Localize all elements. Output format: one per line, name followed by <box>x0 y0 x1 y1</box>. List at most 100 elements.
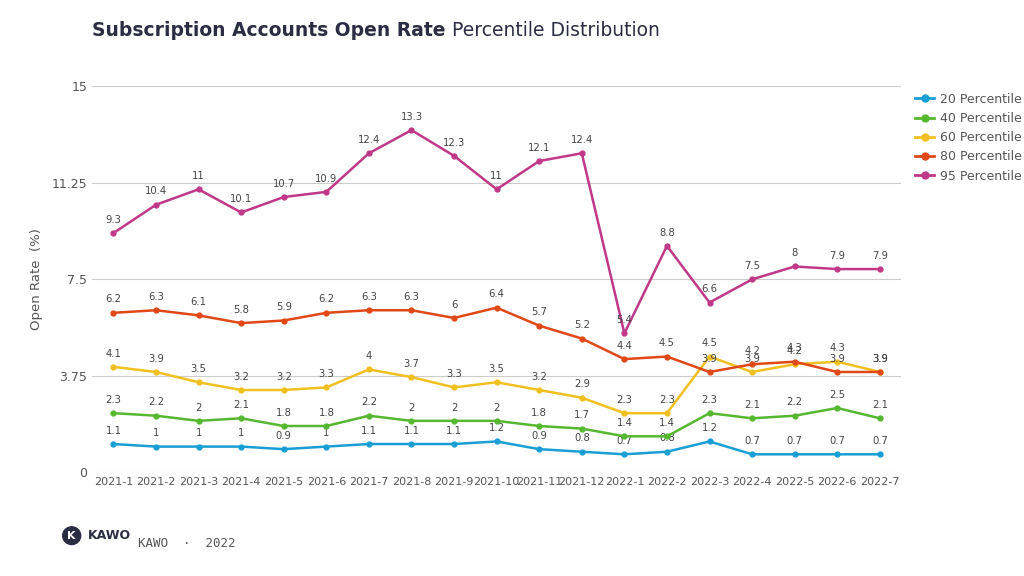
Text: 2.9: 2.9 <box>573 380 590 389</box>
Text: 12.1: 12.1 <box>528 143 551 153</box>
Text: 2.3: 2.3 <box>616 395 632 405</box>
Text: 6.2: 6.2 <box>105 294 122 305</box>
Text: 12.4: 12.4 <box>570 135 593 145</box>
Text: 3.9: 3.9 <box>871 354 888 363</box>
Text: 6: 6 <box>451 300 458 310</box>
Text: KAWO  ·  2022: KAWO · 2022 <box>138 537 236 550</box>
Text: Subscription Accounts Open Rate: Subscription Accounts Open Rate <box>92 21 445 40</box>
Text: 2.2: 2.2 <box>360 397 377 407</box>
Text: 0.7: 0.7 <box>744 436 760 446</box>
Text: 1.7: 1.7 <box>573 410 590 420</box>
Text: 0.7: 0.7 <box>786 436 803 446</box>
Text: K: K <box>68 530 76 541</box>
Text: 0.7: 0.7 <box>871 436 888 446</box>
Text: 9.3: 9.3 <box>105 215 122 225</box>
Text: 4.1: 4.1 <box>105 348 122 358</box>
Text: 2.1: 2.1 <box>233 400 249 410</box>
Text: 1.1: 1.1 <box>360 426 377 435</box>
Text: Percentile Distribution: Percentile Distribution <box>445 21 659 40</box>
Text: 4.2: 4.2 <box>786 346 803 356</box>
Text: 0.8: 0.8 <box>573 433 590 444</box>
Text: 1.2: 1.2 <box>488 423 505 433</box>
Text: 7.5: 7.5 <box>744 261 760 271</box>
Text: 2.1: 2.1 <box>744 400 760 410</box>
Text: 1.8: 1.8 <box>318 408 334 418</box>
Text: 2.3: 2.3 <box>701 395 718 405</box>
Text: 1.1: 1.1 <box>403 426 420 435</box>
Text: 2.3: 2.3 <box>105 395 122 405</box>
Text: 7.9: 7.9 <box>829 251 845 261</box>
Text: 3.3: 3.3 <box>446 369 462 379</box>
Text: 6.6: 6.6 <box>701 284 718 294</box>
Text: 2.3: 2.3 <box>659 395 675 405</box>
Text: KAWO: KAWO <box>88 529 131 542</box>
Text: 1.2: 1.2 <box>701 423 718 433</box>
Text: 10.4: 10.4 <box>145 187 167 196</box>
Text: 2.5: 2.5 <box>829 390 845 400</box>
Text: 3.7: 3.7 <box>403 359 420 369</box>
Text: 12.4: 12.4 <box>357 135 380 145</box>
Text: 3.2: 3.2 <box>275 372 292 382</box>
Text: 5.8: 5.8 <box>233 305 249 314</box>
Text: 1: 1 <box>324 429 330 438</box>
Text: 7.9: 7.9 <box>871 251 888 261</box>
Text: 3.9: 3.9 <box>829 354 845 363</box>
Text: 4.5: 4.5 <box>701 338 718 348</box>
Text: 2.2: 2.2 <box>786 397 803 407</box>
Text: 6.3: 6.3 <box>361 292 377 302</box>
Text: 4: 4 <box>366 351 372 361</box>
Text: 1: 1 <box>153 429 159 438</box>
Text: 3.9: 3.9 <box>871 354 888 363</box>
Text: 1.1: 1.1 <box>446 426 462 435</box>
Text: 0.9: 0.9 <box>531 431 547 441</box>
Text: 2: 2 <box>196 403 202 412</box>
Text: 12.3: 12.3 <box>443 138 465 147</box>
Circle shape <box>62 527 81 544</box>
Text: 6.1: 6.1 <box>190 297 207 307</box>
Text: 3.9: 3.9 <box>148 354 164 363</box>
Text: 5.2: 5.2 <box>573 320 590 330</box>
Text: 4.5: 4.5 <box>659 338 675 348</box>
Y-axis label: Open Rate  (%): Open Rate (%) <box>31 229 43 330</box>
Text: 4.2: 4.2 <box>744 346 760 356</box>
Text: 6.3: 6.3 <box>403 292 420 302</box>
Text: 3.2: 3.2 <box>233 372 249 382</box>
Text: 5.4: 5.4 <box>616 315 632 325</box>
Text: 10.1: 10.1 <box>230 194 252 204</box>
Text: 5.7: 5.7 <box>531 308 547 317</box>
Text: 11: 11 <box>193 171 205 181</box>
Text: 5.9: 5.9 <box>275 302 292 312</box>
Text: 2: 2 <box>451 403 458 412</box>
Legend: 20 Percentile, 40 Percentile, 60 Percentile, 80 Percentile, 95 Percentile: 20 Percentile, 40 Percentile, 60 Percent… <box>915 93 1022 183</box>
Text: 11: 11 <box>490 171 503 181</box>
Text: 3.9: 3.9 <box>701 354 718 363</box>
Text: 0.7: 0.7 <box>616 436 632 446</box>
Text: 6.2: 6.2 <box>318 294 334 305</box>
Text: 13.3: 13.3 <box>400 112 423 122</box>
Text: 10.7: 10.7 <box>272 179 295 189</box>
Text: 3.3: 3.3 <box>318 369 334 379</box>
Text: 6.4: 6.4 <box>488 289 505 300</box>
Text: 3.9: 3.9 <box>744 354 760 363</box>
Text: 2: 2 <box>409 403 415 412</box>
Text: 3.2: 3.2 <box>531 372 547 382</box>
Text: 1.4: 1.4 <box>659 418 675 428</box>
Text: 0.8: 0.8 <box>659 433 675 444</box>
Text: 2: 2 <box>494 403 500 412</box>
Text: 1.8: 1.8 <box>531 408 547 418</box>
Text: 3.5: 3.5 <box>190 364 207 374</box>
Text: 8: 8 <box>792 248 798 258</box>
Text: 1.1: 1.1 <box>105 426 122 435</box>
Text: 4.3: 4.3 <box>786 343 803 353</box>
Text: 2.2: 2.2 <box>148 397 164 407</box>
Text: 10.9: 10.9 <box>315 173 338 184</box>
Text: 8.8: 8.8 <box>659 228 675 237</box>
Text: 3.5: 3.5 <box>488 364 505 374</box>
Text: 0.9: 0.9 <box>275 431 292 441</box>
Text: 1: 1 <box>238 429 245 438</box>
Text: 0.7: 0.7 <box>829 436 845 446</box>
Text: 4.4: 4.4 <box>616 341 632 351</box>
Text: 4.3: 4.3 <box>829 343 845 353</box>
Text: 2.1: 2.1 <box>871 400 888 410</box>
Text: 1.8: 1.8 <box>275 408 292 418</box>
